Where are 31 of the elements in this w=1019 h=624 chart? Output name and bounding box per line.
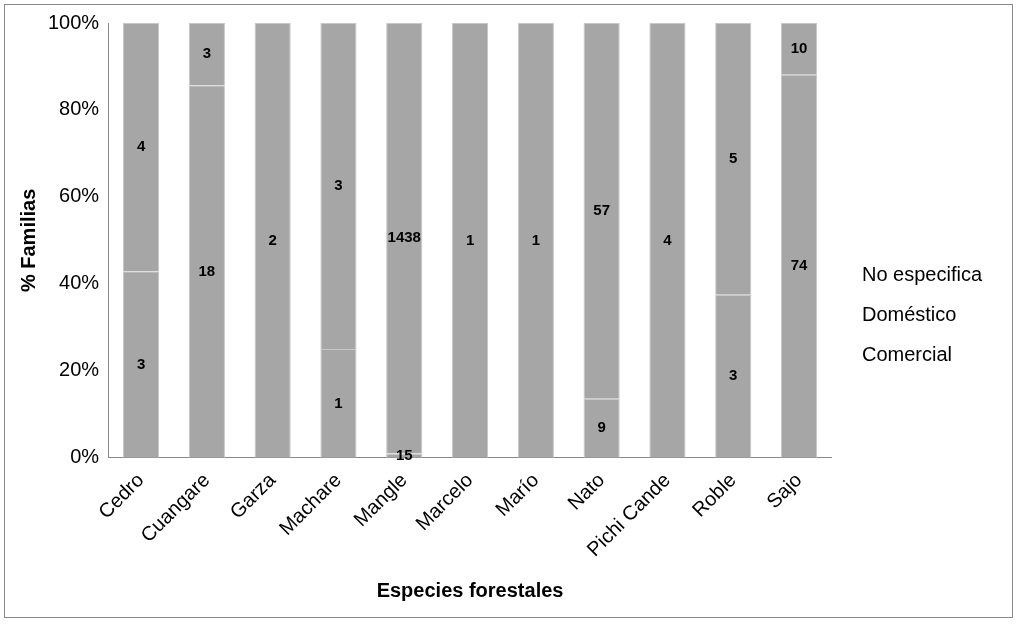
annotation: 18: [198, 261, 216, 279]
annotation: 10: [790, 39, 808, 57]
annotation: 9: [597, 418, 606, 436]
annotation: 1438: [387, 228, 421, 246]
y-tick-label: 0%: [70, 445, 100, 468]
y-tick-label: 80%: [59, 97, 100, 120]
annotation: 3: [202, 44, 212, 62]
y-tick-label: 40%: [59, 271, 100, 294]
annotation: 15: [395, 445, 413, 463]
text: Comercial: [861, 342, 952, 365]
annotation: 3: [729, 366, 738, 384]
y-tick-label: 100%: [48, 10, 100, 33]
text: No especifica: [861, 262, 983, 285]
annotation: 1: [334, 393, 343, 411]
annotation: 3: [334, 176, 343, 194]
annotation: 4: [663, 230, 673, 248]
x-tick-label: Nato: [562, 468, 609, 514]
x-axis-title: Especies forestales: [376, 578, 564, 601]
y-axis-title: % Familias: [16, 188, 39, 293]
annotation: 3: [136, 354, 146, 372]
annotation: 5: [729, 149, 738, 167]
text: Doméstico: [861, 302, 957, 325]
annotation: 1: [465, 230, 475, 248]
x-tick-label: Sajo: [761, 468, 806, 513]
annotation: 57: [593, 200, 610, 218]
annotation: 74: [790, 256, 809, 274]
annotation: 2: [268, 230, 277, 248]
y-tick-label: 60%: [59, 184, 100, 207]
annotation: 4: [136, 137, 146, 155]
y-tick-label: 20%: [59, 358, 100, 381]
annotation: 1: [531, 230, 541, 248]
